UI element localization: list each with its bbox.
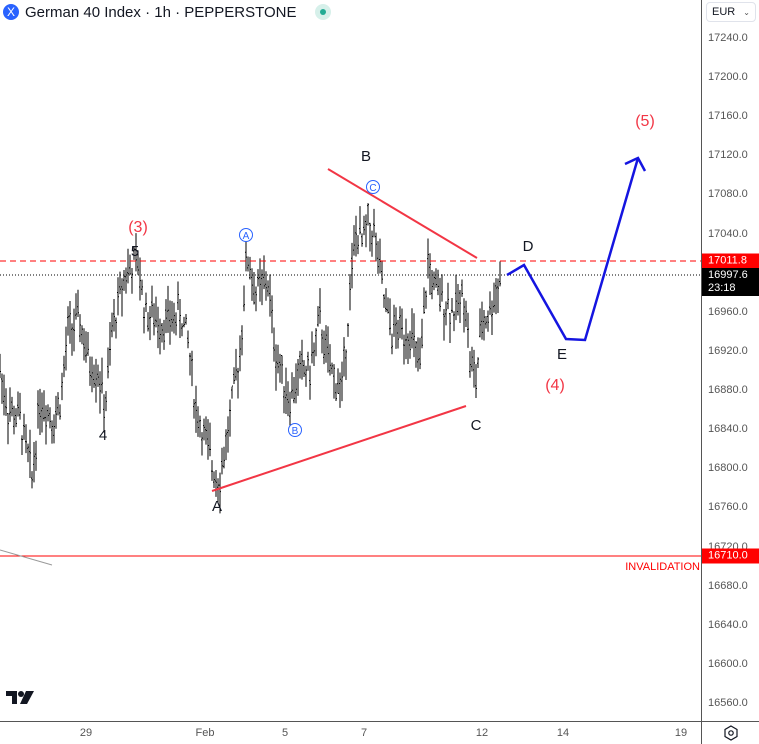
price-tick: 16800.0 xyxy=(708,462,748,475)
time-tick: 5 xyxy=(281,727,289,739)
tradingview-logo-icon xyxy=(6,691,34,704)
price-tick: 17160.0 xyxy=(708,110,748,123)
old-trendline xyxy=(0,549,53,566)
projection-path xyxy=(506,157,640,342)
resistance-price-tag: 17011.8 xyxy=(702,253,759,269)
price-tick: 16920.0 xyxy=(708,344,748,357)
time-axis[interactable]: 29 Feb 5 7 12 14 19 xyxy=(0,721,701,744)
price-tick: 17080.0 xyxy=(708,188,748,201)
currency-label: EUR xyxy=(712,6,736,18)
invalidation-price-tag: 16710.0 xyxy=(702,548,759,564)
svg-text:B: B xyxy=(292,426,299,437)
time-tick: 29 xyxy=(79,727,93,739)
price-tick: 16840.0 xyxy=(708,423,748,436)
price-axis[interactable]: EUR ⌄ 17240.0 17200.0 17160.0 17120.0 17080.… xyxy=(701,0,759,721)
currency-select[interactable]: EUR ⌄ xyxy=(706,2,756,22)
invalidation-label: INVALIDATION xyxy=(625,561,700,573)
wave-label-5-minor: 5 xyxy=(131,243,139,260)
wave-label-A: A xyxy=(212,498,222,515)
price-tick: 17240.0 xyxy=(708,32,748,44)
wave-label-5: (5) xyxy=(635,113,655,130)
price-tick: 16600.0 xyxy=(708,657,748,670)
tradingview-logo[interactable] xyxy=(6,689,36,710)
price-tick: 16680.0 xyxy=(708,579,748,592)
circle-label-C: C xyxy=(366,180,380,194)
circle-label-B: B xyxy=(288,423,302,437)
chart-settings-button[interactable] xyxy=(701,721,759,744)
last-price-tag: 16997.6 23:18 xyxy=(702,268,759,296)
symbol-logo-icon: X xyxy=(3,4,19,20)
last-price-value: 16997.6 xyxy=(708,269,748,281)
wave-label-C: C xyxy=(471,417,482,434)
time-tick: 19 xyxy=(674,727,688,739)
price-tick: 16560.0 xyxy=(708,697,748,709)
svg-text:C: C xyxy=(369,183,376,194)
chart-header: X German 40 Index · 1h · PEPPERSTONE xyxy=(0,0,331,24)
wave-label-E: E xyxy=(557,346,567,363)
wave-label-D: D xyxy=(523,238,534,255)
triangle-lower-line xyxy=(211,405,467,492)
price-tick: 17040.0 xyxy=(708,227,748,240)
time-tick: 7 xyxy=(360,727,368,739)
wave-label-4: (4) xyxy=(545,377,565,394)
circle-label-A: A xyxy=(239,228,253,242)
price-tick: 16960.0 xyxy=(708,305,748,318)
price-tick: 16880.0 xyxy=(708,384,748,397)
price-tick: 16760.0 xyxy=(708,501,748,514)
wave-label-B: B xyxy=(361,148,371,165)
wave-label-3: (3) xyxy=(128,219,148,236)
price-tick: 17120.0 xyxy=(708,149,748,162)
price-tick: 17200.0 xyxy=(708,71,748,84)
chevron-down-icon: ⌄ xyxy=(743,7,750,17)
wave-label-4-minor: 4 xyxy=(99,427,107,444)
svg-text:A: A xyxy=(243,231,250,242)
settings-gear-icon xyxy=(724,725,738,741)
chart-plot-area[interactable]: (3) 5 4 A B C D E (4) (5) A B C INVALIDA… xyxy=(0,0,701,721)
symbol-title[interactable]: German 40 Index · 1h · PEPPERSTONE xyxy=(25,3,297,21)
triangle-upper-line xyxy=(327,168,478,259)
market-status-icon xyxy=(314,4,331,20)
bar-countdown: 23:18 xyxy=(708,282,736,294)
price-bars xyxy=(0,203,501,514)
time-tick: Feb xyxy=(195,727,215,739)
price-tick: 16640.0 xyxy=(708,618,748,631)
projection-arrowhead xyxy=(624,156,647,172)
time-tick: 14 xyxy=(556,727,570,739)
time-tick: 12 xyxy=(475,727,489,739)
